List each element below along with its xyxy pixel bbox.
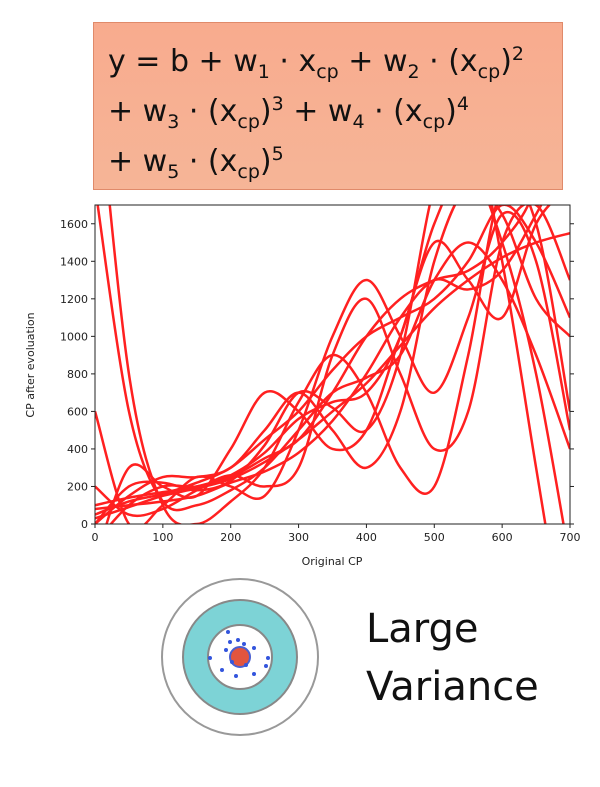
x-tick-label: 500 bbox=[424, 531, 445, 544]
bullseye bbox=[229, 646, 251, 668]
x-tick-label: 400 bbox=[356, 531, 377, 544]
chart: Original CP CP after evoluation 0 200 400 6… bbox=[24, 204, 581, 568]
formula-text: ) bbox=[500, 44, 512, 79]
formula-text: 5 bbox=[167, 161, 180, 183]
formula-text: + w bbox=[338, 44, 408, 79]
formula-text: ) bbox=[259, 94, 272, 129]
curve bbox=[95, 205, 570, 524]
shots bbox=[208, 630, 270, 678]
formula-text: cp bbox=[422, 111, 446, 133]
plot-frame bbox=[94, 204, 571, 525]
formula-text: 2 bbox=[407, 61, 420, 83]
y-tick-label: 400 bbox=[67, 443, 88, 456]
formula-text: cp bbox=[477, 61, 501, 83]
curve bbox=[95, 211, 570, 524]
x-tick-label: 100 bbox=[152, 531, 173, 544]
formula-text: 3 bbox=[271, 93, 284, 115]
formula-text: 4 bbox=[456, 93, 469, 115]
formula-text: 1 bbox=[257, 61, 270, 83]
formula-text: 4 bbox=[352, 111, 365, 133]
y-tick-label: 200 bbox=[67, 480, 88, 493]
formula-text: cp bbox=[237, 161, 260, 183]
formula-text: · (x bbox=[419, 44, 478, 79]
formula-text: + w bbox=[108, 94, 168, 129]
y-tick-label: 1000 bbox=[60, 330, 88, 343]
curve bbox=[95, 205, 543, 511]
formula-text: 5 bbox=[271, 143, 284, 165]
x-tick-label: 600 bbox=[492, 531, 513, 544]
formula-text: 3 bbox=[167, 111, 180, 133]
caption-line: Large bbox=[366, 606, 479, 652]
y-axis-label: CP after evoluation bbox=[24, 312, 37, 417]
formula-text: cp bbox=[316, 61, 339, 83]
curve bbox=[95, 205, 570, 516]
formula-text: + w bbox=[283, 94, 353, 129]
x-tick-label: 0 bbox=[92, 531, 99, 544]
x-axis-label: Original CP bbox=[302, 555, 363, 568]
formula-text: + w bbox=[108, 144, 168, 179]
formula-text: ) bbox=[445, 94, 457, 129]
x-tick-label: 700 bbox=[560, 531, 581, 544]
formula-text: · x bbox=[269, 44, 317, 79]
curve bbox=[105, 205, 551, 524]
formula-text: · (x bbox=[179, 94, 238, 129]
formula-line: + w3 · (xcp)3 + w4 · (xcp)4 bbox=[108, 87, 562, 137]
formula-box: y = b + w1 · xcp + w2 · (xcp)2 + w3 · (xc… bbox=[93, 22, 563, 190]
formula-text: 2 bbox=[511, 43, 524, 65]
caption: Large Variance bbox=[366, 600, 539, 716]
y-tick-label: 1200 bbox=[60, 293, 88, 306]
formula-text: y = b + w bbox=[108, 44, 258, 79]
y-tick-label: 1600 bbox=[60, 218, 88, 231]
formula-text: · (x bbox=[364, 94, 423, 129]
formula-line: y = b + w1 · xcp + w2 · (xcp)2 bbox=[108, 37, 562, 87]
formula-line: + w5 · (xcp)5 bbox=[108, 137, 562, 187]
x-tick-label: 200 bbox=[220, 531, 241, 544]
formula-text: cp bbox=[237, 111, 260, 133]
x-tick-label: 300 bbox=[288, 531, 309, 544]
y-tick-label: 800 bbox=[67, 368, 88, 381]
formula-text: ) bbox=[259, 144, 272, 179]
formula-text: · (x bbox=[179, 144, 238, 179]
curve bbox=[95, 205, 570, 518]
y-tick-label: 600 bbox=[67, 405, 88, 418]
target-diagram bbox=[161, 578, 319, 736]
curves bbox=[95, 205, 570, 524]
y-tick-label: 1400 bbox=[60, 255, 88, 268]
curve bbox=[96, 205, 570, 512]
y-tick-label: 0 bbox=[81, 518, 88, 531]
caption-line: Variance bbox=[366, 664, 539, 710]
